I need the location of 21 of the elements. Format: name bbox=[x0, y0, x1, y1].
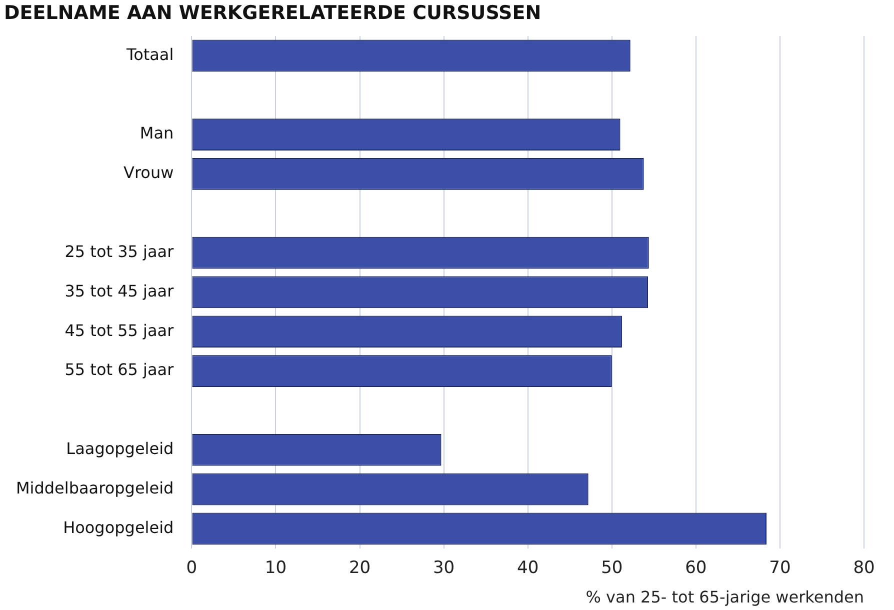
x-tick-label: 40 bbox=[517, 558, 539, 578]
x-tick-label: 50 bbox=[601, 558, 623, 578]
y-tick-label: Middelbaaropgeleid bbox=[16, 478, 174, 498]
x-tick-label: 70 bbox=[769, 558, 791, 578]
y-tick-label: Man bbox=[140, 124, 174, 143]
x-tick-label: 0 bbox=[186, 558, 198, 578]
x-tick-label: 60 bbox=[685, 558, 707, 578]
y-tick-label: Vrouw bbox=[123, 163, 174, 182]
y-tick-label: Totaal bbox=[126, 44, 174, 64]
y-tick-label: Hoogopgeleid bbox=[63, 518, 174, 537]
y-tick-label: 45 tot 55 jaar bbox=[64, 320, 174, 340]
x-tick-label: 10 bbox=[264, 558, 287, 578]
x-tick-label: 30 bbox=[432, 558, 455, 578]
x-axis-title: % van 25- tot 65-jarige werkenden bbox=[586, 588, 864, 607]
x-tick-label: 20 bbox=[348, 558, 371, 578]
chart-title: DEELNAME AAN WERKGERELATEERDE CURSUSSEN bbox=[4, 2, 542, 24]
x-tick-label: 80 bbox=[853, 558, 875, 578]
y-tick-label: 25 tot 35 jaar bbox=[64, 242, 174, 261]
y-tick-label: 55 tot 65 jaar bbox=[64, 360, 174, 380]
y-tick-label: 35 tot 45 jaar bbox=[64, 281, 174, 300]
y-tick-label: Laagopgeleid bbox=[66, 439, 174, 458]
